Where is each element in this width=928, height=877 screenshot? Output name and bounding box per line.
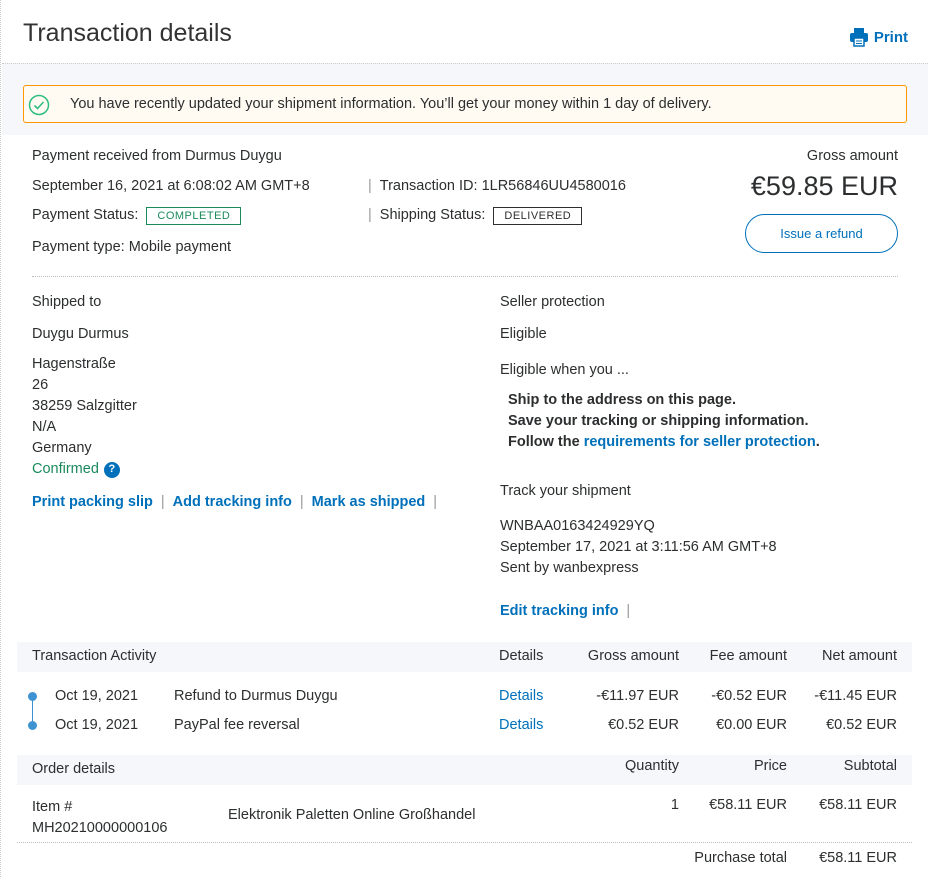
timeline-line [32,697,33,725]
shipping-status-label: Shipping Status: [379,207,486,223]
item-quantity: 1 [670,797,679,813]
tracking-details: WNBAA0163424929YQ September 17, 2021 at … [500,516,777,579]
track-shipment-heading: Track your shipment [500,483,631,499]
order-col-quantity: Quantity [625,758,679,774]
address-confirmed: Confirmed? [32,459,137,480]
timeline-dot [28,721,37,730]
add-tracking-info-link[interactable]: Add tracking info [172,494,292,510]
purchase-total: €58.11 EUR [819,850,897,866]
shipped-to-heading: Shipped to [32,294,102,310]
item-number: Item # MH20210000000106 [32,797,167,839]
alert-banner: You have recently updated your shipment … [23,85,907,123]
activity-col-title: Transaction Activity [32,648,157,664]
seller-protection-requirements-link[interactable]: requirements for seller protection [583,434,816,450]
recipient-name: Duygu Durmus [32,326,129,342]
timeline-dot [28,692,37,701]
activity-details-link[interactable]: Details [499,688,544,704]
edit-tracking: Edit tracking info | [500,603,631,619]
follow-suffix: . [815,434,820,450]
payment-from: Payment received from Durmus Duygu [32,148,282,164]
activity-date: Oct 19, 2021 [55,688,139,704]
shipping-status: | Shipping Status: DELIVERED [368,207,583,225]
activity-col-fee: Fee amount [709,648,787,664]
activity-col-net: Net amount [822,648,897,664]
payment-date: September 16, 2021 at 6:08:02 AM GMT+8 [32,178,310,194]
eligibility-item: Follow the requirements for seller prote… [508,432,820,453]
printer-icon [849,28,868,47]
activity-gross: €0.52 EUR [608,717,679,733]
activity-net: €0.52 EUR [826,717,897,733]
transaction-id: | Transaction ID: 1LR56846UU4580016 [368,178,626,194]
activity-header [17,642,912,672]
order-col-price: Price [753,758,787,774]
eligibility-item: Ship to the address on this page. [508,392,736,408]
activity-col-details: Details [499,648,544,664]
activity-col-gross: Gross amount [587,648,679,664]
order-col-subtotal: Subtotal [843,758,897,774]
activity-net: -€11.45 EUR [814,688,897,704]
transaction-id-text: Transaction ID: 1LR56846UU4580016 [379,178,626,194]
issue-refund-button[interactable]: Issue a refund [745,214,898,253]
activity-description: PayPal fee reversal [174,717,300,733]
activity-description: Refund to Durmus Duygu [174,688,338,704]
payment-status-label: Payment Status: [32,207,139,223]
item-subtotal: €58.11 EUR [819,797,897,813]
check-circle-icon [28,94,50,116]
alert-message: You have recently updated your shipment … [70,96,712,112]
activity-fee: €0.00 EUR [716,717,787,733]
edit-tracking-info-link[interactable]: Edit tracking info [500,603,619,619]
tracking-carrier: Sent by wanbexpress [500,560,639,576]
mark-as-shipped-link[interactable]: Mark as shipped [311,494,426,510]
purchase-total-label: Purchase total [694,850,787,866]
gross-amount: €59.85 EUR [750,171,898,201]
order-header [17,755,912,785]
address-line: Germany [32,440,92,456]
item-number-value: MH20210000000106 [32,820,168,836]
print-button[interactable]: Print [849,27,908,47]
shipping-actions: Print packing slip | Add tracking info | Mar… [32,494,438,510]
divider [32,276,898,277]
address-line: 26 [32,377,49,393]
item-price: €58.11 EUR [709,797,787,813]
confirmed-label: Confirmed [32,461,99,477]
print-label: Print [873,28,908,46]
item-name: Elektronik Paletten Online Großhandel [228,807,476,823]
gross-label: Gross amount [806,148,898,164]
activity-fee: -€0.52 EUR [711,688,787,704]
item-number-label: Item # [32,799,73,815]
address-line: 38259 Salzgitter [32,398,137,414]
help-icon[interactable]: ? [103,461,120,478]
tracking-date: September 17, 2021 at 3:11:56 AM GMT+8 [500,539,777,555]
print-packing-slip-link[interactable]: Print packing slip [32,494,153,510]
payment-type: Payment type: Mobile payment [32,239,232,255]
eligible-intro: Eligible when you ... [500,362,629,378]
activity-gross: -€11.97 EUR [596,688,679,704]
divider [17,842,912,843]
address-line: Hagenstraße [32,356,116,372]
shipping-address: Hagenstraße 26 38259 Salzgitter N/A Germ… [32,354,137,480]
address-line: N/A [32,419,57,435]
page-title: Transaction details [23,19,232,47]
activity-details-link[interactable]: Details [499,717,544,733]
order-col-title: Order details [32,761,116,777]
seller-protection-status: Eligible [500,326,547,342]
payment-status-badge: COMPLETED [146,207,242,225]
follow-prefix: Follow the [508,434,584,450]
eligibility-list: Ship to the address on this page. Save y… [508,390,820,453]
shipping-status-badge: DELIVERED [493,207,583,225]
seller-protection-heading: Seller protection [500,294,605,310]
payment-status: Payment Status: COMPLETED [32,207,242,225]
eligibility-item: Save your tracking or shipping informati… [508,413,809,429]
activity-date: Oct 19, 2021 [55,717,139,733]
tracking-number: WNBAA0163424929YQ [500,518,655,534]
